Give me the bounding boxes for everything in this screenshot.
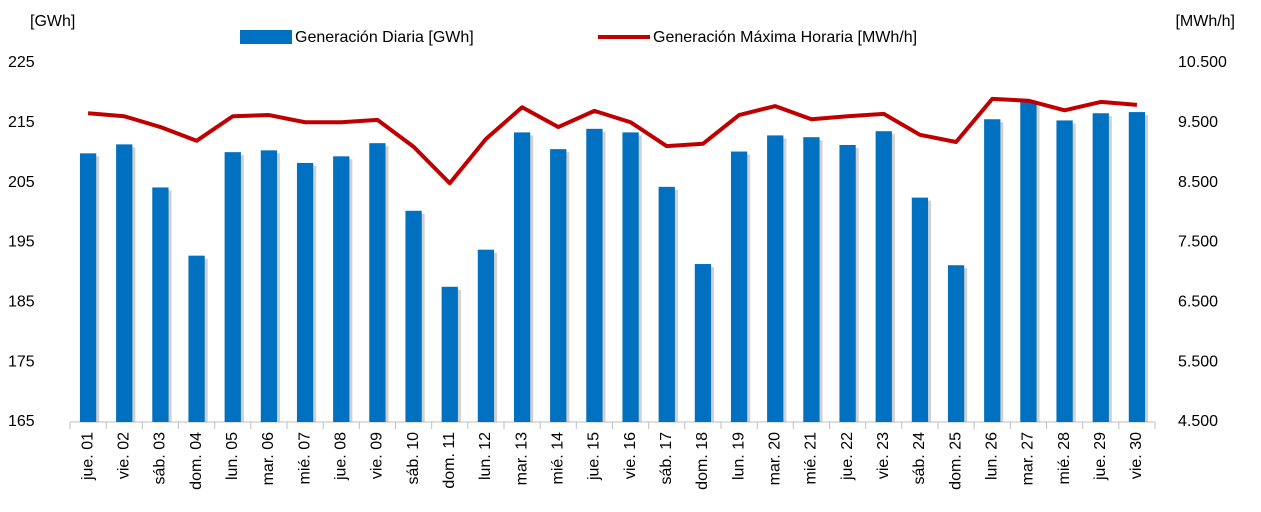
bar	[513, 132, 531, 422]
bar	[1128, 112, 1146, 423]
bar	[730, 151, 748, 422]
bar	[224, 152, 241, 422]
bar	[947, 265, 965, 422]
y2-tick-label: 7.500	[1178, 234, 1218, 251]
x-tick-label: mié. 21	[803, 432, 820, 485]
line	[87, 96, 1138, 186]
x-tick-label: lun. 05	[224, 432, 241, 480]
bar	[550, 149, 567, 422]
x-tick-label: sáb. 03	[152, 432, 169, 485]
legend-label: Generación Máxima Horaria [MWh/h]	[653, 29, 917, 46]
x-tick-label: lun. 26	[983, 432, 1000, 480]
y-axis-label: [GWh]	[30, 13, 75, 30]
x-tick-label: jue. 01	[79, 432, 96, 481]
y2-tick-label: 8.500	[1178, 174, 1218, 191]
bar	[586, 128, 603, 423]
bar	[1092, 113, 1109, 422]
bar	[803, 137, 820, 422]
x-tick-label: vie. 02	[115, 432, 132, 479]
x-tick-label: mar. 13	[513, 432, 530, 485]
y2-tick-label: 5.500	[1178, 353, 1218, 370]
bar	[1056, 120, 1073, 422]
bar	[1020, 101, 1037, 422]
y-tick-label: 215	[8, 114, 35, 131]
bar	[333, 156, 350, 422]
x-tick-label: vie. 30	[1128, 432, 1145, 479]
bar	[116, 144, 133, 422]
x-tick-label: dom. 04	[188, 432, 205, 490]
x-tick-label: dom. 11	[441, 432, 458, 489]
bar	[260, 150, 278, 422]
bar	[622, 132, 639, 422]
x-tick-label: mié. 28	[1056, 432, 1073, 485]
y-tick-label: 165	[8, 413, 35, 430]
bar	[405, 210, 422, 422]
y-tick-label: 205	[8, 174, 35, 191]
x-tick-label: lun. 12	[477, 432, 494, 480]
bar	[152, 187, 169, 422]
y2-tick-label: 4.500	[1178, 413, 1218, 430]
x-tick-label: dom. 18	[694, 432, 711, 490]
x-tick-label: jue. 08	[332, 432, 349, 481]
x-tick-label: mar. 27	[1020, 432, 1037, 485]
x-tick-label: sáb. 24	[911, 432, 928, 485]
y-tick-label: 195	[8, 234, 35, 251]
x-tick-label: lun. 19	[730, 432, 747, 480]
x-tick-label: mar. 20	[766, 432, 783, 485]
x-tick-label: mié. 14	[549, 432, 566, 485]
x-tick-label: vie. 16	[622, 432, 639, 479]
y2-axis-label: [MWh/h]	[1175, 13, 1235, 30]
y-tick-label: 175	[8, 353, 35, 370]
x-tick-label: jue. 22	[839, 432, 856, 481]
x-tick-label: dom. 25	[947, 432, 964, 490]
bar	[984, 119, 1001, 422]
bar	[188, 255, 205, 422]
bar	[477, 249, 495, 422]
bar	[658, 186, 675, 422]
bar	[839, 144, 856, 422]
legend-swatch	[240, 30, 292, 44]
legend-label: Generación Diaria [GWh]	[295, 29, 474, 46]
x-tick-label: vie. 09	[369, 432, 386, 479]
y-tick-label: 225	[8, 54, 35, 71]
bar	[441, 286, 458, 422]
x-tick-label: sáb. 10	[405, 432, 422, 485]
x-tick-label: mié. 07	[296, 432, 313, 485]
bar	[369, 143, 386, 422]
bar	[875, 131, 892, 422]
bar	[296, 162, 314, 422]
y2-tick-label: 10.500	[1178, 54, 1227, 71]
bar	[79, 153, 97, 422]
x-tick-label: jue. 15	[586, 432, 603, 481]
x-tick-label: jue. 29	[1092, 432, 1109, 481]
x-tick-label: mar. 06	[260, 432, 277, 485]
x-tick-label: vie. 23	[875, 432, 892, 479]
bar	[694, 264, 712, 422]
x-tick-label: sáb. 17	[658, 432, 675, 485]
bar	[911, 197, 929, 422]
y2-tick-label: 6.500	[1178, 294, 1218, 311]
y-tick-label: 185	[8, 294, 35, 311]
y2-tick-label: 9.500	[1178, 114, 1218, 131]
bar	[767, 135, 784, 423]
